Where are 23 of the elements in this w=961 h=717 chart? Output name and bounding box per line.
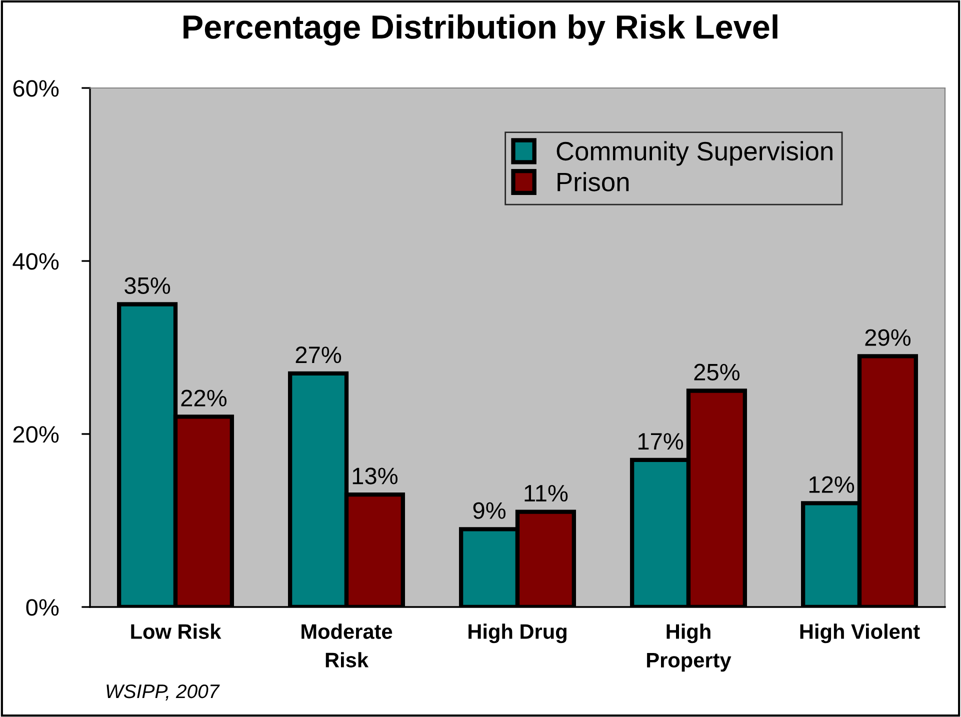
data-label: 12%: [809, 476, 854, 493]
data-label: 13%: [352, 468, 398, 484]
y-tick-label: 20%: [13, 426, 59, 443]
text: WSIPP, 2007: [106, 684, 220, 701]
data-label: 35%: [124, 277, 170, 294]
x-tick-label: High Violent: [800, 624, 920, 644]
x-tick-label: High Drug: [468, 624, 566, 644]
data-label: 25%: [694, 364, 740, 381]
legend-label: Community Supervision: [556, 141, 832, 166]
data-label: 29%: [865, 329, 911, 346]
x-tick-label: High Property: [647, 624, 732, 672]
data-label: 27%: [296, 346, 342, 364]
data-label: 17%: [638, 433, 684, 450]
x-tick-label: Moderate Risk: [302, 624, 392, 668]
data-label: 22%: [181, 390, 227, 406]
y-tick-label: 0%: [26, 599, 59, 616]
legend-label: Prison: [558, 172, 629, 192]
y-tick-label: 40%: [12, 253, 59, 270]
y-tick-label: 60%: [13, 80, 59, 97]
chart-title: Percentage Distribution by Risk Level: [184, 14, 778, 46]
data-label: 9%: [473, 502, 506, 519]
x-tick-label: Low Risk: [131, 624, 222, 639]
data-label: 11%: [524, 485, 568, 502]
